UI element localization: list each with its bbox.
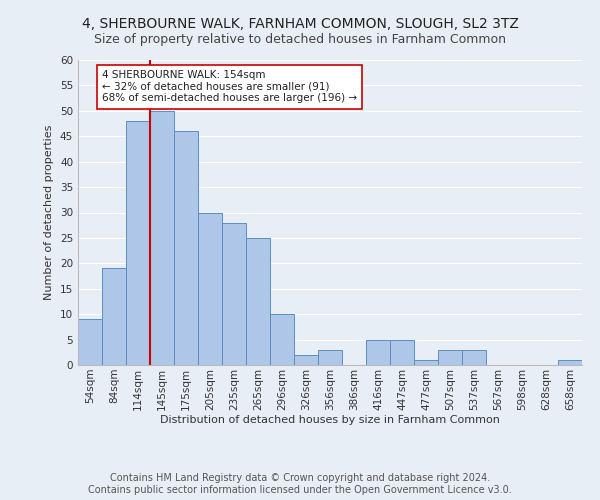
- Bar: [102, 268, 126, 365]
- Bar: [366, 340, 390, 365]
- Bar: [558, 360, 582, 365]
- Bar: [462, 350, 486, 365]
- Text: 4 SHERBOURNE WALK: 154sqm
← 32% of detached houses are smaller (91)
68% of semi-: 4 SHERBOURNE WALK: 154sqm ← 32% of detac…: [102, 70, 357, 103]
- Bar: [78, 320, 102, 365]
- Bar: [414, 360, 438, 365]
- X-axis label: Distribution of detached houses by size in Farnham Common: Distribution of detached houses by size …: [160, 416, 500, 426]
- Bar: [198, 212, 222, 365]
- Bar: [318, 350, 342, 365]
- Bar: [174, 131, 198, 365]
- Bar: [270, 314, 294, 365]
- Text: 4, SHERBOURNE WALK, FARNHAM COMMON, SLOUGH, SL2 3TZ: 4, SHERBOURNE WALK, FARNHAM COMMON, SLOU…: [82, 18, 518, 32]
- Bar: [222, 222, 246, 365]
- Bar: [294, 355, 318, 365]
- Bar: [126, 121, 150, 365]
- Bar: [246, 238, 270, 365]
- Bar: [438, 350, 462, 365]
- Text: Size of property relative to detached houses in Farnham Common: Size of property relative to detached ho…: [94, 32, 506, 46]
- Bar: [390, 340, 414, 365]
- Y-axis label: Number of detached properties: Number of detached properties: [44, 125, 55, 300]
- Text: Contains HM Land Registry data © Crown copyright and database right 2024.
Contai: Contains HM Land Registry data © Crown c…: [88, 474, 512, 495]
- Bar: [150, 111, 174, 365]
